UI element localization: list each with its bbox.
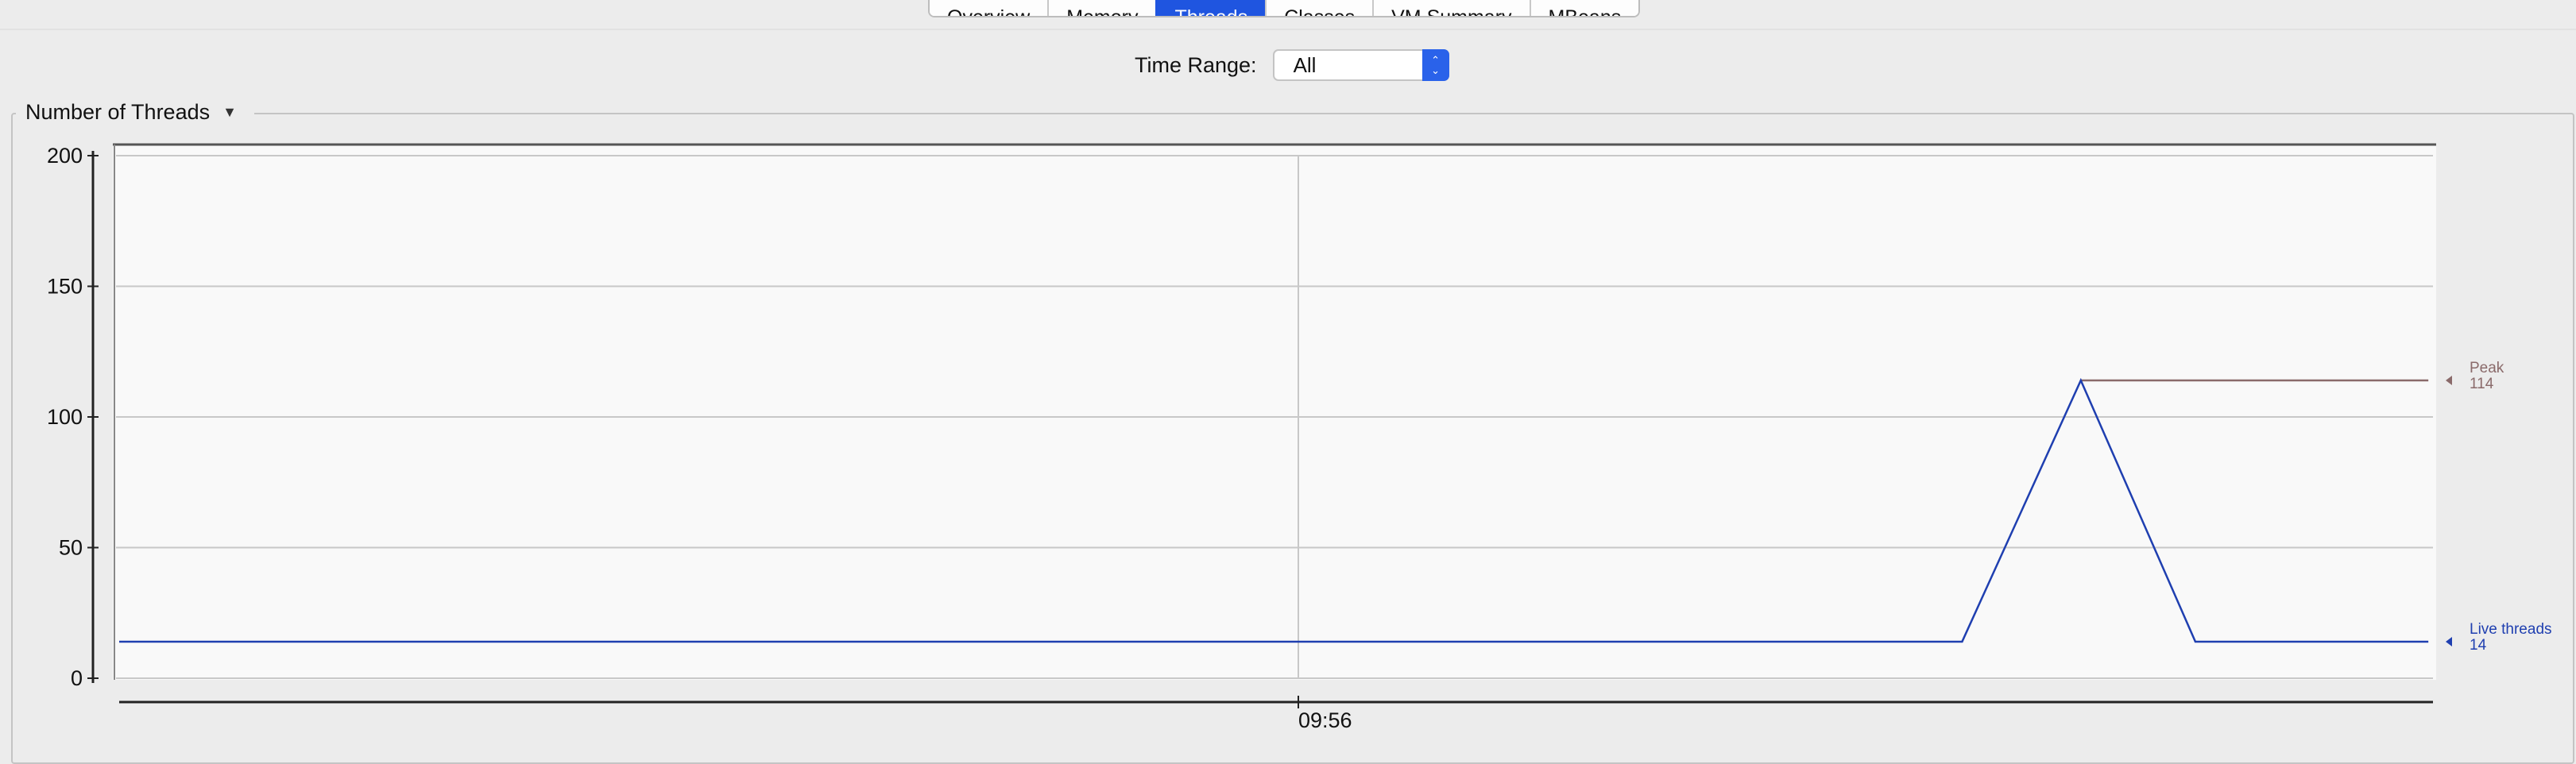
x-tick-label: 09:56 [1298, 708, 1352, 732]
time-range-value: All [1293, 52, 1317, 77]
tab-bar: OverviewMemoryThreadsClassesVM SummaryMB… [928, 0, 1641, 17]
y-tick-label: 100 [47, 405, 83, 429]
y-tick-label: 50 [59, 536, 83, 560]
tab-mbeans[interactable]: MBeans [1529, 0, 1639, 16]
series-marker-arrow-icon [2446, 636, 2452, 646]
time-range-select[interactable]: All ⌃ ⌄ [1272, 49, 1449, 81]
y-tick-label: 0 [71, 666, 83, 690]
caret-down-icon: ▼ [222, 104, 237, 120]
series-line-live-threads [119, 377, 2429, 643]
series-value-label: 14 [2470, 637, 2487, 654]
y-axis: 200 150 100 50 0 [47, 144, 99, 690]
select-arrows-icon: ⌃ ⌄ [1421, 49, 1449, 81]
threads-group-title[interactable]: Number of Threads ▼ [16, 100, 254, 125]
tab-vm-summary[interactable]: VM Summary [1372, 0, 1530, 16]
series-name-label: Live threads [2470, 621, 2552, 638]
tab-threads[interactable]: Threads [1155, 0, 1266, 16]
tab-overview[interactable]: Overview [930, 0, 1048, 16]
y-tick-label: 150 [47, 275, 83, 299]
grid [116, 155, 2433, 679]
series-name-label: Peak [2470, 360, 2504, 376]
y-tick-label: 200 [47, 144, 83, 168]
group-title-label: Number of Threads [25, 100, 211, 124]
x-axis: 09:56 [119, 696, 2433, 732]
series-value-label: 114 [2470, 376, 2494, 392]
time-range-label: Time Range: [1135, 52, 1257, 77]
plot-area [113, 145, 2436, 680]
series-marker-arrow-icon [2446, 375, 2452, 385]
series-lines [119, 377, 2429, 643]
tab-memory[interactable]: Memory [1047, 0, 1156, 16]
tab-classes[interactable]: Classes [1265, 0, 1373, 16]
time-range-control: Time Range: All ⌃ ⌄ [1135, 49, 1449, 81]
tab-separator [0, 29, 2576, 30]
